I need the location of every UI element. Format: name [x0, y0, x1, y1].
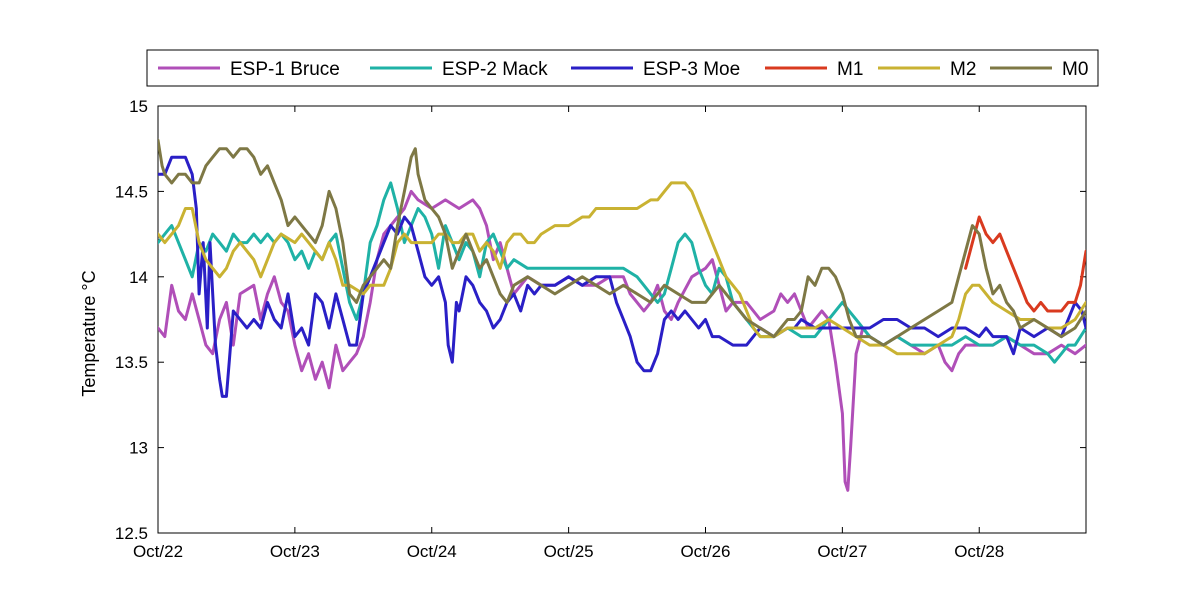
legend-label: M1	[837, 59, 863, 80]
series-group	[158, 138, 1086, 492]
x-tick-label: Oct/25	[544, 542, 594, 561]
series-line-esp-3-moe	[158, 155, 1086, 398]
x-tick-label: Oct/23	[270, 542, 320, 561]
y-axis-title: Temperature °C	[79, 270, 99, 396]
legend-label: M2	[950, 59, 976, 80]
legend-label: M0	[1062, 59, 1088, 80]
series-line-m1	[964, 215, 1086, 313]
y-tick-label: 14	[129, 268, 148, 287]
y-tick-label: 15	[129, 97, 148, 116]
y-tick-label: 12.5	[115, 524, 148, 543]
x-tick-label: Oct/27	[817, 542, 867, 561]
legend-label: ESP-3 Moe	[643, 59, 740, 80]
x-tick-label: Oct/24	[407, 542, 457, 561]
legend-label: ESP-2 Mack	[442, 59, 548, 80]
series-line-m0	[158, 138, 1086, 347]
y-tick-label: 14.5	[115, 182, 148, 201]
x-tick-label: Oct/28	[954, 542, 1004, 561]
series-line-m2	[158, 181, 1086, 356]
legend-label: ESP-1 Bruce	[230, 59, 340, 80]
x-tick-label: Oct/26	[680, 542, 730, 561]
x-tick-label: Oct/22	[133, 542, 183, 561]
y-tick-label: 13.5	[115, 353, 148, 372]
y-tick-label: 13	[129, 439, 148, 458]
